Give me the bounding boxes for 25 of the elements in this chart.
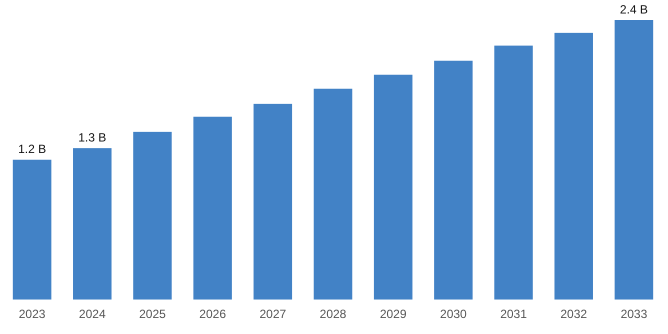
bar	[314, 88, 352, 300]
data-label: 1.3 B	[78, 130, 106, 144]
x-tick-label: 2024	[78, 307, 106, 322]
x-tick-label: 2031	[500, 307, 528, 322]
bar	[254, 104, 292, 300]
bar	[12, 160, 52, 300]
x-tick-label: 2032	[560, 307, 588, 322]
data-label: 2.4 B	[620, 2, 648, 16]
x-tick-label: 2027	[259, 307, 286, 322]
x-tick-label: 2026	[199, 307, 226, 322]
x-tick-label: 2033	[620, 307, 648, 322]
bar	[193, 116, 232, 300]
data-label: 1.2 B	[18, 142, 46, 156]
bar	[133, 132, 172, 300]
bar	[554, 32, 593, 300]
x-tick-label: 2023	[18, 307, 46, 322]
x-tick-label: 2025	[139, 307, 166, 322]
x-tick-label: 2030	[440, 307, 468, 322]
bar	[614, 20, 654, 300]
bar	[374, 74, 412, 300]
x-tick-label: 2028	[320, 307, 347, 322]
bar	[494, 46, 533, 300]
bar	[73, 148, 112, 300]
x-tick-label: 2029	[380, 307, 407, 322]
bar	[434, 60, 473, 300]
